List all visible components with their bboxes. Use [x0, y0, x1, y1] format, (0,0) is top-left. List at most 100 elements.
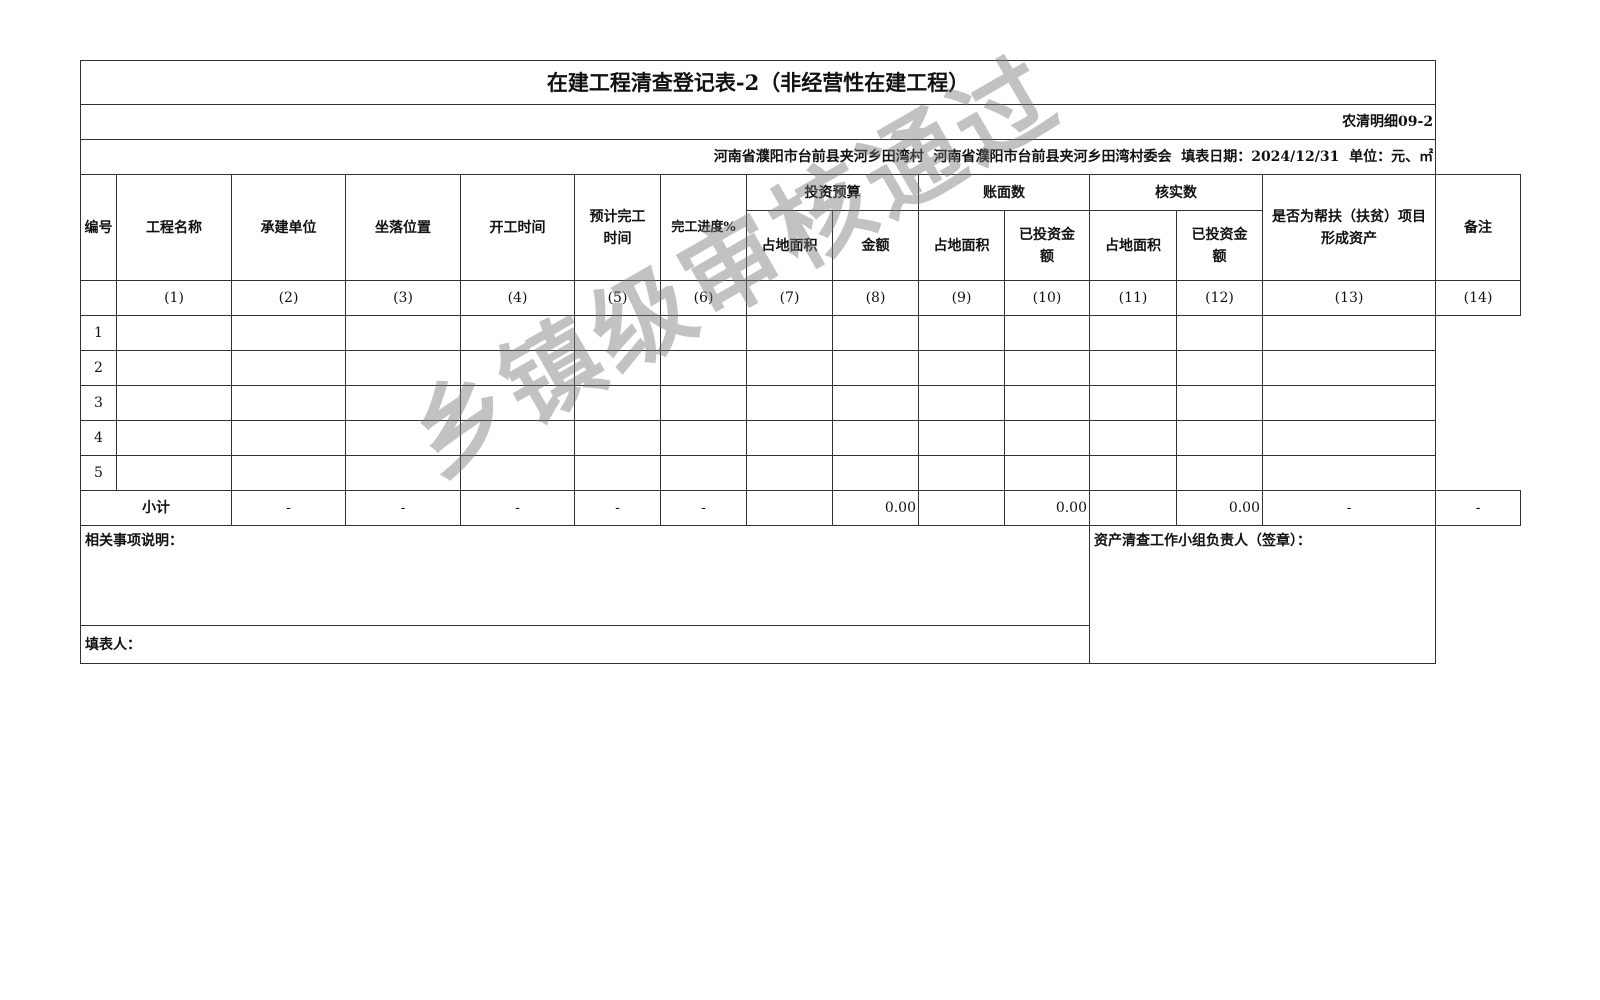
- column-index: (14): [1435, 280, 1521, 316]
- table-cell[interactable]: [345, 420, 461, 456]
- table-cell[interactable]: [231, 455, 346, 491]
- table-cell[interactable]: [1004, 350, 1090, 386]
- table-cell[interactable]: [660, 350, 747, 386]
- table-cell[interactable]: [574, 385, 661, 421]
- table-cell[interactable]: [918, 385, 1005, 421]
- table-cell[interactable]: [1089, 315, 1177, 351]
- table-cell[interactable]: [918, 350, 1005, 386]
- table-cell[interactable]: [1261, 350, 1437, 386]
- table-cell[interactable]: [1089, 420, 1177, 456]
- table-cell[interactable]: [746, 350, 833, 386]
- table-cell[interactable]: [116, 420, 232, 456]
- column-index: (12): [1176, 280, 1263, 316]
- table-cell[interactable]: [345, 455, 461, 491]
- table-cell[interactable]: [1176, 315, 1263, 351]
- table-cell[interactable]: [746, 315, 833, 351]
- column-index: (6): [660, 280, 747, 316]
- row-number: 1: [80, 315, 117, 351]
- column-index: (13): [1261, 280, 1437, 316]
- table-cell[interactable]: [116, 385, 232, 421]
- table-cell[interactable]: [746, 455, 833, 491]
- form-code: 农清明细09-2: [79, 104, 1437, 140]
- table-cell[interactable]: [1261, 315, 1437, 351]
- table-row: 3: [80, 385, 1521, 421]
- row-number: 3: [80, 385, 117, 421]
- header-budget-amount: 金额: [832, 210, 919, 281]
- subtotal-row: 小计 - - - - - 0.00 0.00 0.00 - -: [80, 490, 1521, 526]
- table-cell[interactable]: [231, 385, 346, 421]
- table-cell[interactable]: [918, 455, 1005, 491]
- table-cell[interactable]: [460, 455, 575, 491]
- header-budget: 投资预算: [746, 174, 919, 211]
- header-budget-area: 占地面积: [746, 210, 833, 281]
- table-cell[interactable]: [116, 315, 232, 351]
- row-number: 2: [80, 350, 117, 386]
- header-verified: 核实数: [1089, 174, 1263, 211]
- table-cell[interactable]: [460, 420, 575, 456]
- table-cell[interactable]: [660, 455, 747, 491]
- table-cell[interactable]: [574, 315, 661, 351]
- table-cell[interactable]: [460, 350, 575, 386]
- table-cell[interactable]: [660, 420, 747, 456]
- table-cell[interactable]: [832, 420, 919, 456]
- signer-field[interactable]: 资产清查工作小组负责人（签章）：: [1088, 525, 1437, 664]
- header-remark: 备注: [1435, 174, 1521, 281]
- table-cell[interactable]: [832, 455, 919, 491]
- table-cell[interactable]: [1089, 385, 1177, 421]
- table-cell[interactable]: [1176, 385, 1263, 421]
- table-cell[interactable]: [746, 385, 833, 421]
- table-cell[interactable]: [832, 315, 919, 351]
- table-cell[interactable]: [574, 455, 661, 491]
- table-cell[interactable]: [1004, 385, 1090, 421]
- header-planned-end: 预计完工时间: [574, 174, 661, 281]
- subtotal-remark: -: [1435, 490, 1521, 526]
- table-cell[interactable]: [1176, 420, 1263, 456]
- header-location: 坐落位置: [345, 174, 461, 281]
- table-cell[interactable]: [1004, 455, 1090, 491]
- header-name: 工程名称: [116, 174, 232, 281]
- table-cell[interactable]: [1261, 420, 1437, 456]
- table-cell[interactable]: [231, 315, 346, 351]
- table-cell[interactable]: [918, 315, 1005, 351]
- page-title: 在建工程清查登记表-2（非经营性在建工程）: [79, 60, 1437, 105]
- table-cell[interactable]: [1089, 455, 1177, 491]
- table-cell[interactable]: [116, 455, 232, 491]
- asset-register-table: 在建工程清查登记表-2（非经营性在建工程） 农清明细09-2 河南省濮阳市台前县…: [79, 60, 1521, 664]
- notes-field[interactable]: 相关事项说明：: [80, 525, 1090, 626]
- column-index: (9): [918, 280, 1005, 316]
- table-cell[interactable]: [345, 350, 461, 386]
- table-cell[interactable]: [460, 385, 575, 421]
- table-cell[interactable]: [660, 315, 747, 351]
- table-cell[interactable]: [1261, 455, 1437, 491]
- filler-field[interactable]: 填表人：: [80, 625, 1090, 664]
- table-cell[interactable]: [1004, 315, 1090, 351]
- table-cell[interactable]: [460, 315, 575, 351]
- table-cell[interactable]: [574, 350, 661, 386]
- column-index: (7): [746, 280, 833, 316]
- header-book: 账面数: [918, 174, 1090, 211]
- table-cell[interactable]: [345, 385, 461, 421]
- table-cell[interactable]: [231, 420, 346, 456]
- table-cell[interactable]: [574, 420, 661, 456]
- table-cell[interactable]: [660, 385, 747, 421]
- header-book-invested: 已投资金额: [1004, 210, 1090, 281]
- table-cell[interactable]: [746, 420, 833, 456]
- table-cell[interactable]: [832, 385, 919, 421]
- header-verified-area: 占地面积: [1089, 210, 1177, 281]
- table-row: 4: [80, 420, 1521, 456]
- table-cell[interactable]: [832, 350, 919, 386]
- column-index: (8): [832, 280, 919, 316]
- table-cell[interactable]: [116, 350, 232, 386]
- subtotal-budget-area: [746, 490, 833, 526]
- header-no: 编号: [80, 174, 117, 281]
- table-cell[interactable]: [345, 315, 461, 351]
- column-index: (5): [574, 280, 661, 316]
- column-index: (3): [345, 280, 461, 316]
- table-cell[interactable]: [231, 350, 346, 386]
- table-cell[interactable]: [1176, 350, 1263, 386]
- table-cell[interactable]: [1261, 385, 1437, 421]
- table-cell[interactable]: [1004, 420, 1090, 456]
- table-cell[interactable]: [918, 420, 1005, 456]
- table-cell[interactable]: [1176, 455, 1263, 491]
- table-cell[interactable]: [1089, 350, 1177, 386]
